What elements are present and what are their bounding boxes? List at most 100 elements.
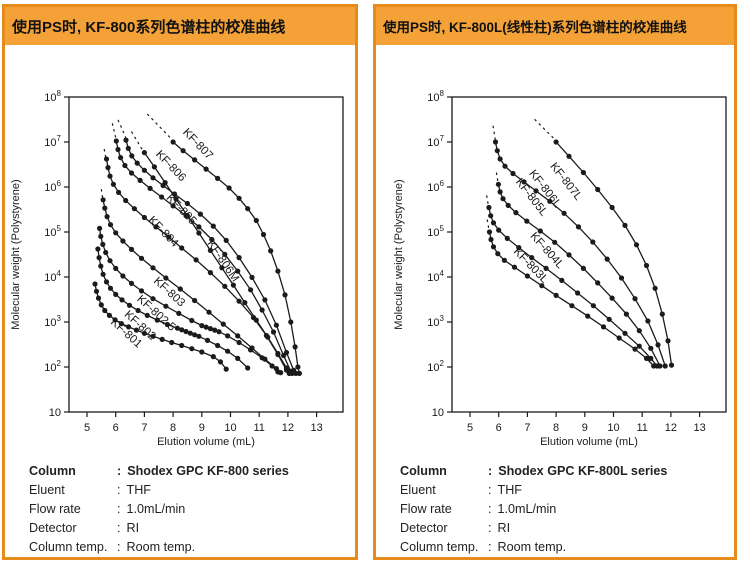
data-point: [147, 185, 153, 191]
data-point: [209, 236, 215, 243]
data-point: [170, 139, 176, 145]
data-point: [174, 325, 180, 331]
data-point: [590, 303, 596, 309]
data-point: [236, 195, 242, 201]
data-point: [154, 317, 160, 323]
data-point: [486, 204, 492, 211]
data-point: [141, 167, 147, 173]
data-point: [220, 321, 226, 327]
calibration-curve: [488, 207, 658, 367]
data-point: [173, 196, 179, 202]
data-point: [595, 280, 601, 286]
spec-row-detector: Detector: RI: [29, 519, 355, 538]
data-point: [138, 288, 145, 294]
spec-colon: :: [488, 464, 493, 478]
data-point: [296, 370, 302, 376]
spec-label: Detector: [400, 521, 448, 535]
data-point: [513, 210, 519, 216]
data-point: [128, 246, 135, 252]
spec-value: 1.0mL/min: [497, 502, 557, 516]
data-point: [260, 231, 267, 238]
data-point: [100, 271, 106, 277]
spec-label: Column: [400, 464, 447, 478]
spec-colon: :: [117, 464, 122, 478]
x-tick-label: 6: [496, 422, 502, 434]
data-point: [150, 175, 156, 181]
y-tick-label: 103: [44, 314, 61, 329]
data-point: [192, 157, 198, 163]
data-point: [497, 156, 503, 162]
data-point: [123, 137, 129, 143]
data-point: [490, 220, 497, 226]
data-point: [96, 255, 102, 261]
data-point: [235, 355, 241, 361]
y-tick-label: 104: [44, 269, 61, 284]
data-point: [128, 170, 135, 176]
data-point: [648, 345, 654, 351]
spec-block-kf800l: Column: Shodex GPC KF-800L series Eluent:…: [400, 462, 734, 557]
data-point: [177, 286, 183, 292]
data-point: [501, 257, 507, 263]
spec-colon: :: [488, 483, 492, 497]
data-point: [648, 355, 654, 361]
data-point: [125, 145, 131, 151]
data-point: [253, 317, 259, 323]
x-tick-label: 13: [310, 422, 322, 434]
data-point: [492, 139, 499, 145]
data-point: [103, 279, 110, 285]
data-point: [580, 169, 586, 176]
spec-label: Column temp.: [29, 540, 108, 554]
spec-colon: :: [117, 521, 121, 535]
data-point: [273, 322, 279, 328]
data-point: [123, 197, 129, 204]
data-point: [569, 303, 575, 309]
data-point: [196, 224, 202, 230]
data-point: [547, 198, 553, 204]
data-point: [505, 202, 511, 208]
data-point: [580, 265, 586, 271]
data-point: [665, 338, 671, 344]
x-tick-label: 11: [636, 422, 647, 434]
data-point: [236, 339, 242, 346]
exclusion-dash: [100, 189, 104, 200]
data-point: [210, 223, 216, 229]
data-point: [295, 364, 301, 370]
data-point: [566, 153, 572, 159]
exclusion-dash: [492, 125, 497, 143]
data-point: [166, 234, 172, 240]
data-point: [225, 333, 231, 339]
data-point: [199, 323, 205, 329]
data-point: [137, 177, 143, 183]
data-point: [128, 280, 135, 286]
data-point: [92, 281, 98, 287]
data-point: [275, 350, 281, 357]
spec-row-flow-rate: Flow rate:1.0mL/min: [400, 500, 734, 519]
x-tick-label: 9: [199, 422, 205, 434]
data-point: [163, 303, 169, 309]
panel-title: 使用PS时, KF-800系列色谱柱的校准曲线: [12, 18, 286, 36]
data-point: [226, 185, 232, 191]
data-point: [159, 336, 165, 342]
data-point: [203, 166, 209, 172]
data-point: [575, 290, 581, 296]
data-point: [524, 273, 530, 279]
data-point: [643, 355, 650, 361]
data-point: [183, 328, 189, 335]
data-point: [106, 312, 112, 318]
y-tick-label: 103: [427, 314, 444, 329]
data-point: [488, 236, 494, 243]
data-point: [495, 181, 501, 187]
data-point: [103, 156, 110, 162]
data-point: [150, 265, 156, 271]
data-point: [113, 265, 119, 271]
data-point: [288, 319, 294, 325]
y-tick-label: 102: [44, 359, 61, 374]
data-point: [113, 230, 119, 236]
calibration-curve: [497, 184, 661, 367]
data-point: [618, 275, 625, 281]
spec-value: RI: [126, 521, 140, 535]
data-point: [595, 186, 601, 193]
data-point: [197, 211, 203, 217]
data-point: [215, 175, 221, 181]
data-point: [107, 222, 114, 228]
